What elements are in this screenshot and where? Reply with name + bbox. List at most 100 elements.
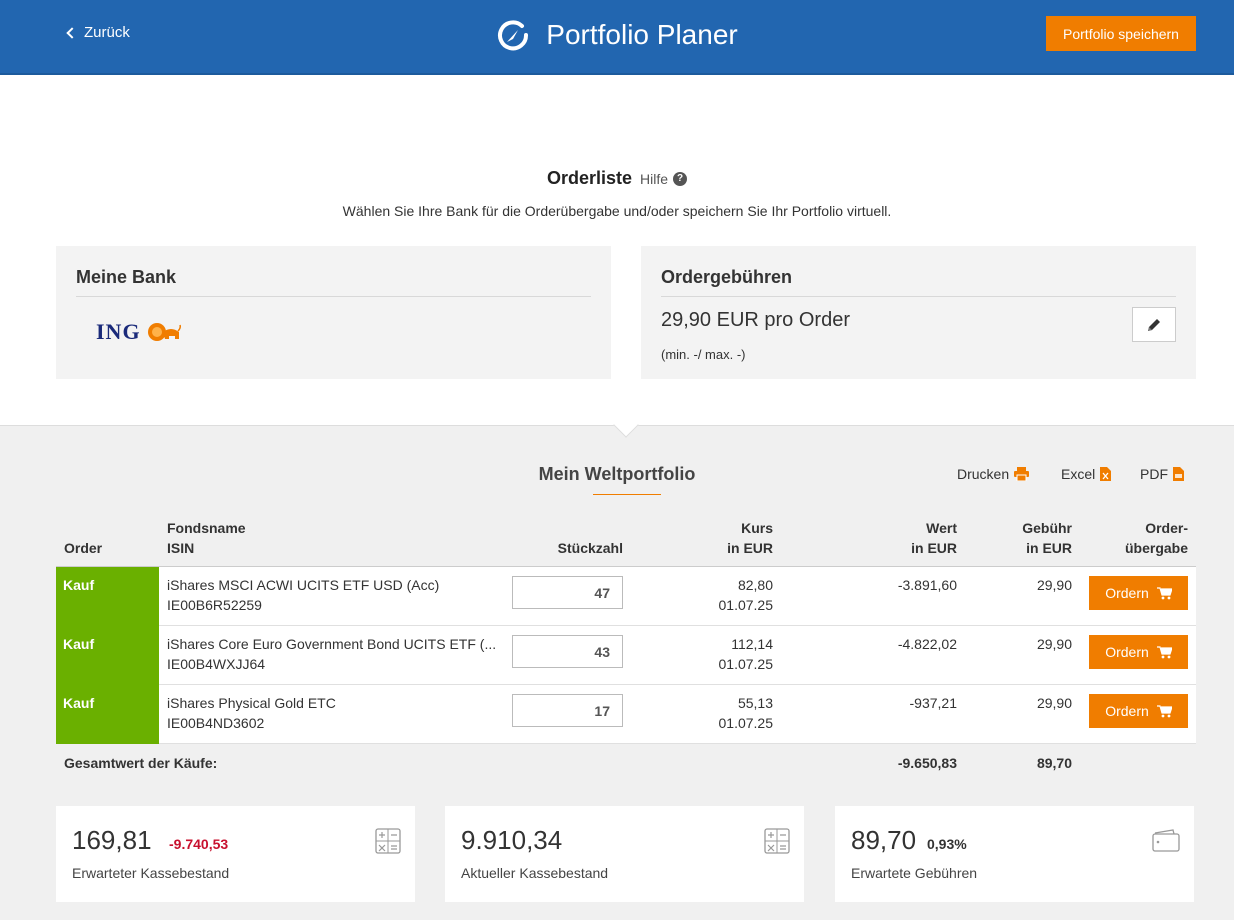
bank-card: Meine Bank ING [56, 246, 611, 379]
pdf-file-icon [1173, 467, 1184, 481]
gauge-logo-icon [498, 20, 529, 51]
order-type-badge: Kauf [56, 567, 159, 626]
lion-icon [147, 323, 181, 341]
table-row: Kauf iShares MSCI ACWI UCITS ETF USD (Ac… [56, 567, 1196, 626]
cart-icon [1156, 645, 1172, 658]
total-fees: 89,70 [1036, 755, 1072, 771]
pdf-export-button[interactable]: PDF [1140, 466, 1184, 482]
fund-isin: IE00B4WXJJ64 [167, 656, 266, 672]
excel-file-icon [1100, 467, 1112, 481]
back-label: Zurück [84, 24, 130, 41]
order-button[interactable]: Ordern [1089, 694, 1188, 728]
total-label: Gesamtwert der Käufe: [64, 755, 218, 771]
cart-icon [1156, 704, 1172, 717]
header-orderuebergabe-2: übergabe [1124, 540, 1188, 556]
header-fondsname: Fondsname [167, 520, 246, 536]
table-row: Kauf iShares Core Euro Government Bond U… [56, 626, 1196, 685]
fee: 29,90 [1036, 695, 1072, 711]
header-kurs: Kurs [741, 520, 773, 536]
help-label: Hilfe [640, 170, 669, 187]
fund-name: iShares MSCI ACWI UCITS ETF USD (Acc) [167, 577, 440, 593]
header-orderuebergabe: Order- [1145, 520, 1188, 536]
fee-amount: 29,90 EUR pro Order [661, 309, 850, 331]
pdf-label: PDF [1140, 466, 1168, 482]
expected-cash-value: 169,81 [72, 825, 152, 855]
value: -4.822,02 [897, 636, 957, 652]
question-icon: ? [673, 171, 688, 186]
fund-isin: IE00B6R52259 [167, 597, 262, 613]
order-button-label: Ordern [1105, 703, 1149, 719]
expected-cash-delta: -9.740,53 [169, 836, 229, 852]
header-isin: ISIN [167, 540, 195, 556]
price-date: 01.07.25 [718, 597, 774, 613]
header-gebuehr: Gebühr [1022, 520, 1072, 536]
price: 55,13 [737, 695, 773, 711]
header-gebuehr-unit: in EUR [1026, 540, 1072, 556]
excel-export-button[interactable]: Excel [1061, 466, 1112, 482]
fee: 29,90 [1036, 577, 1072, 593]
order-type-badge: Kauf [56, 685, 159, 744]
price-date: 01.07.25 [718, 715, 774, 731]
fund-name: iShares Core Euro Government Bond UCITS … [167, 636, 497, 652]
fund-isin: IE00B4ND3602 [167, 715, 265, 731]
quantity-input[interactable] [512, 635, 623, 668]
current-cash-value: 9.910,34 [461, 825, 563, 855]
orderliste-heading: Orderliste Hilfe ? [0, 168, 1234, 189]
price: 112,14 [731, 636, 773, 652]
expected-cash-label: Erwarteter Kassebestand [72, 865, 230, 881]
order-type-badge: Kauf [56, 626, 159, 685]
print-label: Drucken [957, 466, 1010, 482]
price-date: 01.07.25 [718, 656, 774, 672]
edit-fees-button[interactable] [1132, 307, 1176, 342]
fees-card: Ordergebühren 29,90 EUR pro Order (min. … [641, 246, 1196, 379]
app-title-text: Portfolio Planer [546, 19, 738, 50]
pencil-icon [1148, 318, 1160, 331]
order-button-label: Ordern [1105, 585, 1149, 601]
table-row: Kauf iShares Physical Gold ETC IE00B4ND3… [56, 685, 1196, 744]
quantity-input[interactable] [512, 576, 623, 609]
ing-logo: ING [96, 319, 181, 345]
orderliste-subtitle: Wählen Sie Ihre Bank für die Orderüberga… [342, 203, 892, 219]
total-value: -9.650,83 [897, 755, 957, 771]
current-cash-card: 9.910,34 Aktueller Kassebestand [445, 806, 804, 902]
wallet-icon [1152, 829, 1180, 852]
portfolio-title: Mein Weltportfolio [538, 464, 696, 484]
header-order: Order [64, 540, 103, 556]
value: -3.891,60 [897, 577, 957, 593]
order-button[interactable]: Ordern [1089, 576, 1188, 610]
current-cash-label: Aktueller Kassebestand [461, 865, 609, 881]
divider [76, 296, 591, 297]
ing-logo-text: ING [96, 319, 141, 344]
fees-card-title: Ordergebühren [661, 267, 793, 287]
print-button[interactable]: Drucken [957, 466, 1030, 482]
header-stueckzahl: Stückzahl [557, 540, 623, 556]
divider [661, 296, 1176, 297]
save-portfolio-button[interactable]: Portfolio speichern [1046, 16, 1196, 51]
bank-card-title: Meine Bank [76, 267, 177, 287]
portfolio-title-underline [593, 494, 661, 495]
cart-icon [1156, 586, 1172, 599]
order-button[interactable]: Ordern [1089, 635, 1188, 669]
top-bar: Zurück Portfolio Planer Portfolio speich… [0, 0, 1234, 75]
orderliste-title: Orderliste [546, 168, 633, 188]
printer-icon [1014, 467, 1030, 481]
table-header-divider [56, 566, 1196, 567]
fee: 29,90 [1036, 636, 1072, 652]
fund-name: iShares Physical Gold ETC [167, 695, 336, 711]
calculator-icon [375, 828, 401, 854]
calculator-icon [764, 828, 790, 854]
quantity-input[interactable] [512, 694, 623, 727]
app-title: Portfolio Planer [0, 18, 1234, 52]
back-link[interactable]: Zurück [66, 24, 130, 41]
excel-label: Excel [1061, 466, 1096, 482]
help-link[interactable]: Hilfe ? [640, 170, 688, 187]
expected-cash-card: 169,81 -9.740,53 Erwarteter Kassebestand [56, 806, 415, 902]
header-wert: Wert [926, 520, 957, 536]
expected-fees-value: 89,70 [851, 825, 917, 855]
header-kurs-unit: in EUR [727, 540, 773, 556]
expected-fees-label: Erwartete Gebühren [851, 865, 978, 881]
expected-fees-percent: 0,93% [927, 836, 967, 852]
header-wert-unit: in EUR [911, 540, 957, 556]
fee-minmax: (min. -/ max. -) [661, 347, 746, 362]
price: 82,80 [737, 577, 773, 593]
